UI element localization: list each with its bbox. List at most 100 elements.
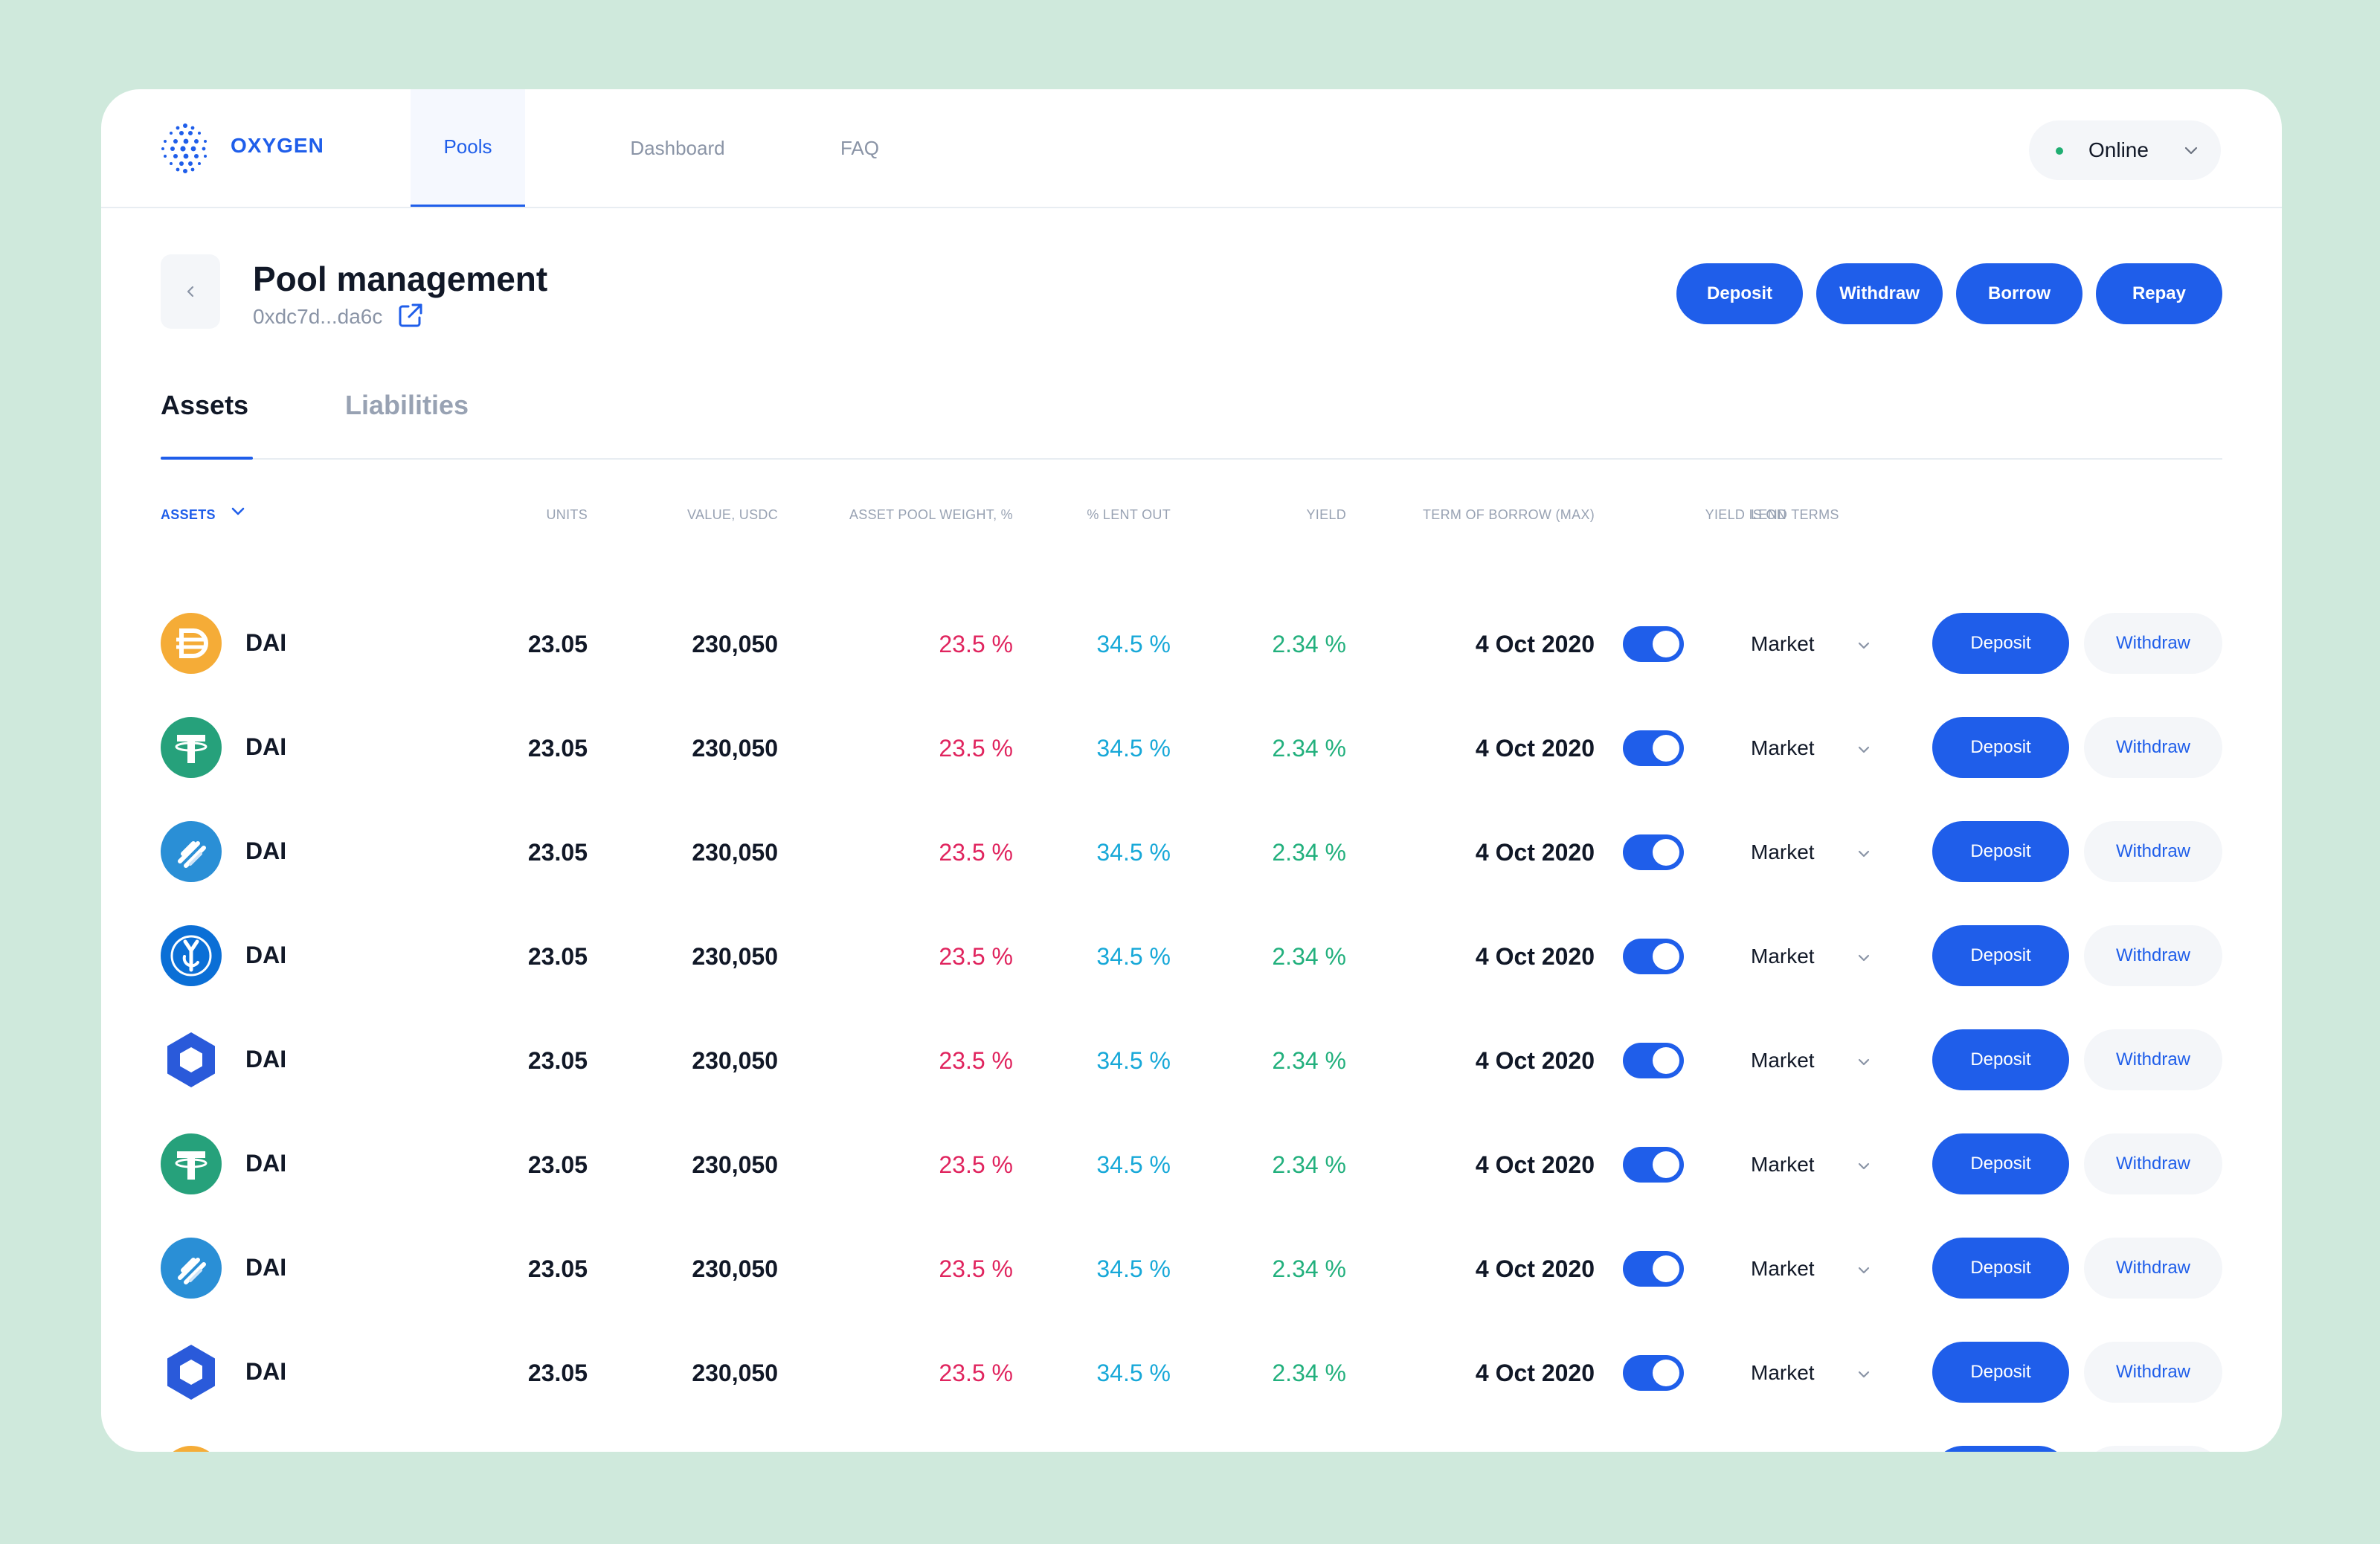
- lend-terms-select[interactable]: Market: [1751, 840, 1815, 863]
- yield-toggle[interactable]: [1623, 730, 1684, 766]
- pool-address: 0xdc7d...da6c: [253, 305, 383, 328]
- row-withdraw-button[interactable]: Withdraw: [2084, 717, 2222, 778]
- chevron-down-icon[interactable]: [1853, 635, 1874, 656]
- withdraw-button[interactable]: Withdraw: [1816, 263, 1943, 324]
- asset-value: 230,050: [692, 1360, 778, 1386]
- asset-lent-out: 34.5 %: [1096, 1255, 1171, 1282]
- lend-terms-select[interactable]: Market: [1751, 1153, 1815, 1176]
- asset-lent-out: 34.5 %: [1096, 1360, 1171, 1386]
- row-withdraw-button[interactable]: Withdraw: [2084, 1342, 2222, 1403]
- yield-toggle[interactable]: [1623, 1043, 1684, 1078]
- sushi-coin-icon: [161, 1238, 222, 1299]
- asset-units: 23.05: [527, 943, 588, 970]
- chevron-down-icon[interactable]: [1853, 843, 1874, 864]
- lend-terms-select[interactable]: Market: [1751, 1257, 1815, 1280]
- row-deposit-button[interactable]: Deposit: [1932, 1446, 2069, 1452]
- row-deposit-button[interactable]: Deposit: [1932, 717, 2069, 778]
- chevron-down-icon: [2184, 147, 2198, 155]
- dai-coin-icon: [161, 613, 222, 674]
- asset-value: 230,050: [692, 631, 778, 657]
- asset-term-of-borrow: 4 Oct 2020: [1475, 1047, 1595, 1074]
- row-deposit-button[interactable]: Deposit: [1932, 821, 2069, 882]
- chainlink-coin-icon: [161, 1029, 222, 1090]
- asset-lent-out: 34.5 %: [1096, 735, 1171, 762]
- row-withdraw-button[interactable]: Withdraw: [2084, 1029, 2222, 1090]
- asset-units: 23.05: [527, 1255, 588, 1282]
- row-withdraw-button[interactable]: Withdraw: [2084, 821, 2222, 882]
- app-window: OXYGEN Pools Dashboard FAQ Online Pool m…: [101, 89, 2282, 1452]
- asset-term-of-borrow: 4 Oct 2020: [1475, 631, 1595, 657]
- asset-units: 23.05: [527, 735, 588, 762]
- asset-value: 230,050: [692, 839, 778, 866]
- row-deposit-button[interactable]: Deposit: [1932, 1029, 2069, 1090]
- asset-name: DAI: [245, 1254, 287, 1281]
- table-row: DAI 23.05 230,050 23.5 % 34.5 % 2.34 % 4…: [101, 1007, 2282, 1113]
- yield-toggle[interactable]: [1623, 1147, 1684, 1183]
- yield-toggle[interactable]: [1623, 834, 1684, 870]
- asset-pool-weight: 23.5 %: [939, 631, 1013, 657]
- asset-pool-weight: 23.5 %: [939, 1255, 1013, 1282]
- chevron-down-icon[interactable]: [1853, 1260, 1874, 1281]
- row-deposit-button[interactable]: Deposit: [1932, 613, 2069, 674]
- asset-yield: 2.34 %: [1272, 1151, 1346, 1178]
- network-status-dropdown[interactable]: Online: [2029, 120, 2221, 180]
- nav-tab-dashboard[interactable]: Dashboard: [630, 136, 725, 159]
- tabs-divider: [161, 458, 2222, 460]
- row-deposit-button[interactable]: Deposit: [1932, 1133, 2069, 1194]
- nav-tab-faq[interactable]: FAQ: [840, 136, 879, 159]
- yield-toggle[interactable]: [1623, 1251, 1684, 1287]
- deposit-button[interactable]: Deposit: [1676, 263, 1803, 324]
- asset-name: DAI: [245, 942, 287, 968]
- table-row: DAI 23.05 230,050 23.5 % 34.5 % 2.34 % 4…: [101, 1424, 2282, 1452]
- asset-lent-out: 34.5 %: [1096, 1151, 1171, 1178]
- repay-button[interactable]: Repay: [2096, 263, 2222, 324]
- asset-name: DAI: [245, 733, 287, 760]
- row-withdraw-button[interactable]: Withdraw: [2084, 1133, 2222, 1194]
- asset-term-of-borrow: 4 Oct 2020: [1475, 735, 1595, 762]
- active-tab-indicator: [161, 457, 253, 460]
- back-button[interactable]: [161, 254, 220, 329]
- chevron-down-icon[interactable]: [1853, 1364, 1874, 1385]
- borrow-button[interactable]: Borrow: [1956, 263, 2082, 324]
- column-header-yield-is-on: YIELD IS ON: [1705, 507, 1786, 522]
- row-withdraw-button[interactable]: Withdraw: [2084, 613, 2222, 674]
- asset-pool-weight: 23.5 %: [939, 943, 1013, 970]
- row-withdraw-button[interactable]: Withdraw: [2084, 925, 2222, 986]
- lend-terms-select[interactable]: Market: [1751, 736, 1815, 759]
- yield-toggle[interactable]: [1623, 1355, 1684, 1391]
- chainlink-coin-icon: [161, 1342, 222, 1403]
- yearn-coin-icon: [161, 925, 222, 986]
- chevron-down-icon[interactable]: [1853, 739, 1874, 760]
- column-header-assets[interactable]: ASSETS: [161, 507, 216, 522]
- chevron-down-icon[interactable]: [1853, 1052, 1874, 1072]
- tab-liabilities[interactable]: Liabilities: [345, 390, 469, 420]
- external-link-icon[interactable]: [396, 300, 425, 330]
- asset-yield: 2.34 %: [1272, 943, 1346, 970]
- chevron-down-icon[interactable]: [1853, 1156, 1874, 1177]
- column-header-units: UNITS: [546, 507, 588, 522]
- nav-tab-pools[interactable]: Pools: [411, 89, 525, 207]
- row-withdraw-button[interactable]: Withdraw: [2084, 1238, 2222, 1299]
- table-row: DAI 23.05 230,050 23.5 % 34.5 % 2.34 % 4…: [101, 695, 2282, 800]
- asset-units: 23.05: [527, 839, 588, 866]
- lend-terms-select[interactable]: Market: [1751, 632, 1815, 655]
- chevron-down-icon[interactable]: [1853, 948, 1874, 968]
- lend-terms-select[interactable]: Market: [1751, 1361, 1815, 1384]
- page-title: Pool management: [253, 260, 548, 298]
- asset-units: 23.05: [527, 1360, 588, 1386]
- yield-toggle[interactable]: [1623, 626, 1684, 662]
- yield-toggle[interactable]: [1623, 939, 1684, 974]
- row-deposit-button[interactable]: Deposit: [1932, 1342, 2069, 1403]
- row-deposit-button[interactable]: Deposit: [1932, 1238, 2069, 1299]
- sushi-coin-icon: [161, 821, 222, 882]
- row-withdraw-button[interactable]: Withdraw: [2084, 1446, 2222, 1452]
- table-row: DAI 23.05 230,050 23.5 % 34.5 % 2.34 % 4…: [101, 591, 2282, 696]
- row-deposit-button[interactable]: Deposit: [1932, 925, 2069, 986]
- asset-units: 23.05: [527, 1047, 588, 1074]
- lend-terms-select[interactable]: Market: [1751, 945, 1815, 968]
- asset-pool-weight: 23.5 %: [939, 735, 1013, 762]
- lend-terms-select[interactable]: Market: [1751, 1049, 1815, 1072]
- tab-assets[interactable]: Assets: [161, 390, 249, 420]
- chevron-down-icon[interactable]: [229, 503, 247, 521]
- asset-term-of-borrow: 4 Oct 2020: [1475, 1255, 1595, 1282]
